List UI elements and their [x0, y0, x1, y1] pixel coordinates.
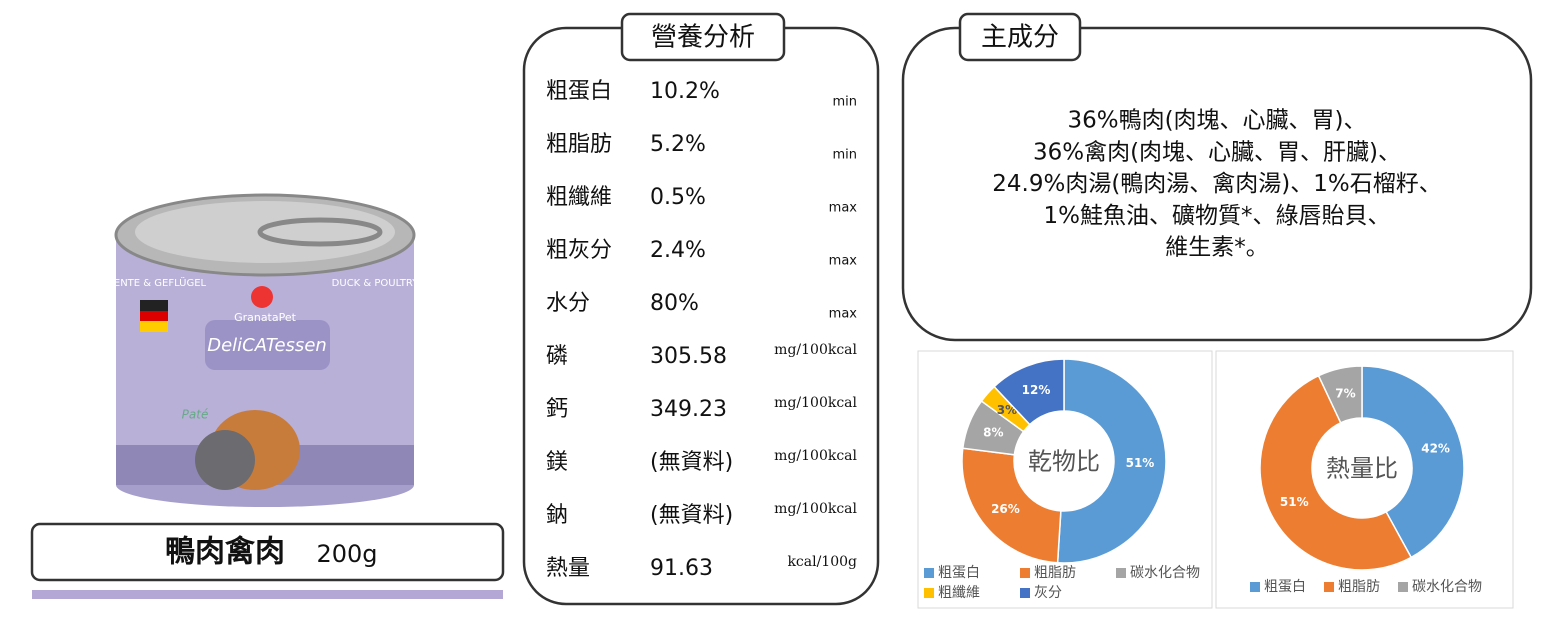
can-text: Paté — [182, 408, 209, 422]
nutrient-value: 2.4% — [650, 238, 706, 263]
nutrient-unit: min — [832, 95, 857, 110]
ingredient-line: 1%鮭魚油、礦物質*、綠唇貽貝、 — [1044, 203, 1391, 229]
ingredient-line: 維生素*。 — [1165, 235, 1269, 261]
data-label: 51% — [1126, 456, 1155, 470]
donut-segment — [1317, 365, 1363, 424]
legend-label: 粗纖維 — [938, 585, 980, 601]
can-text: GranataPet — [234, 311, 297, 324]
donut-segment — [1259, 374, 1413, 571]
legend-swatch — [1250, 582, 1260, 592]
donut-segment — [961, 447, 1062, 564]
nutrient-value: (無資料) — [650, 450, 733, 475]
legend-swatch — [1116, 568, 1126, 578]
legend-label: 粗蛋白 — [1264, 579, 1306, 595]
nutrient-unit: max — [829, 307, 858, 322]
nutrient-unit: mg/100kcal — [774, 395, 857, 411]
legend-swatch — [1324, 582, 1334, 592]
nutrient-unit: max — [829, 254, 858, 269]
legend-swatch — [1398, 582, 1408, 592]
can-lid-inner — [135, 201, 395, 263]
donut-segment — [993, 358, 1065, 426]
data-label: 12% — [1022, 383, 1051, 397]
ingredients-list: 36%鴨肉(肉塊、心臟、胃)、 36%禽肉(肉塊、心臟、胃、肝臟)、 24.9%肉湯… — [992, 108, 1442, 261]
flag-gold — [140, 321, 168, 332]
data-label: 26% — [991, 502, 1020, 516]
nutrient-value: (無資料) — [650, 503, 733, 528]
donut-center-label: 乾物比 — [1028, 448, 1100, 476]
nutrient-name: 粗灰分 — [546, 238, 612, 263]
legend-swatch — [924, 568, 934, 578]
legend-swatch — [1020, 588, 1030, 598]
legend-label: 粗蛋白 — [938, 565, 980, 581]
nutrient-name: 鈉 — [546, 503, 568, 528]
nutrition-table: 粗蛋白 10.2% min 粗脂肪 5.2% min 粗纖維 0.5% max 粗灰分 2.4% ma… — [546, 79, 858, 581]
ingredients-box — [901, 26, 1533, 342]
product-can: GranataPet DeliCATessen Paté ENTE & GEFL… — [114, 193, 420, 507]
nutrient-value: 80% — [650, 291, 699, 316]
legend-swatch — [924, 588, 934, 598]
legend-swatch — [1020, 568, 1030, 578]
can-tab — [257, 217, 383, 247]
nutrient-value: 91.63 — [650, 556, 713, 581]
legend-label: 碳水化合物 — [1130, 565, 1200, 581]
data-label: 7% — [1335, 386, 1355, 400]
flag-red — [140, 311, 168, 321]
nutrient-name: 熱量 — [546, 556, 590, 581]
can-text: ENTE & GEFLÜGEL — [114, 276, 207, 289]
product-name: 鴨肉禽肉 — [165, 535, 285, 570]
cat-illustration — [195, 430, 255, 490]
brand-banner — [205, 320, 330, 370]
nutrient-name: 鈣 — [546, 397, 568, 422]
ingredient-line: 36%禽肉(肉塊、心臟、胃、肝臟)、 — [1033, 139, 1401, 165]
nutrient-name: 粗脂肪 — [546, 132, 612, 157]
product-weight: 200g — [316, 540, 377, 568]
nutrient-name: 粗纖維 — [546, 185, 612, 210]
nutrient-value: 0.5% — [650, 185, 706, 210]
accent-bar — [32, 590, 503, 599]
donut-center-label: 熱量比 — [1326, 455, 1398, 483]
nutrient-value: 349.23 — [650, 397, 727, 422]
data-label: 8% — [983, 426, 1003, 440]
product-name-box — [30, 522, 505, 582]
ingredients-tab — [958, 12, 1082, 62]
nutrient-name: 水分 — [546, 291, 590, 316]
nutrient-unit: mg/100kcal — [774, 448, 857, 464]
nutrition-title: 營養分析 — [651, 23, 755, 53]
brand-logo — [251, 286, 273, 308]
nutrient-name: 磷 — [546, 344, 568, 369]
legend-label: 灰分 — [1034, 585, 1062, 601]
nutrient-unit: mg/100kcal — [774, 342, 857, 358]
legend-label: 粗脂肪 — [1034, 565, 1076, 581]
nutrient-unit: max — [829, 201, 858, 216]
nutrition-tab — [620, 12, 786, 62]
nutrient-unit: kcal/100g — [787, 554, 857, 570]
nutrient-name: 粗蛋白 — [546, 79, 612, 104]
ingredient-line: 24.9%肉湯(鴨肉湯、禽肉湯)、1%石榴籽、 — [992, 171, 1442, 197]
nutrient-name: 鎂 — [546, 450, 568, 475]
donut-segment — [1056, 358, 1167, 564]
can-text: DeliCATessen — [207, 335, 327, 356]
nutrient-unit: mg/100kcal — [774, 501, 857, 517]
nutrient-unit: min — [832, 148, 857, 163]
ingredients-title: 主成分 — [981, 23, 1059, 53]
nutrient-value: 5.2% — [650, 132, 706, 157]
data-label: 51% — [1280, 495, 1309, 509]
legend-label: 粗脂肪 — [1338, 579, 1380, 595]
nutrient-value: 305.58 — [650, 344, 727, 369]
can-text: DUCK & POULTRY — [332, 278, 420, 289]
legend-label: 碳水化合物 — [1412, 579, 1482, 595]
ingredient-line: 36%鴨肉(肉塊、心臟、胃)、 — [1067, 108, 1366, 134]
data-label: 42% — [1421, 442, 1450, 456]
nutrient-value: 10.2% — [650, 79, 720, 104]
donut-segment — [1361, 365, 1465, 559]
